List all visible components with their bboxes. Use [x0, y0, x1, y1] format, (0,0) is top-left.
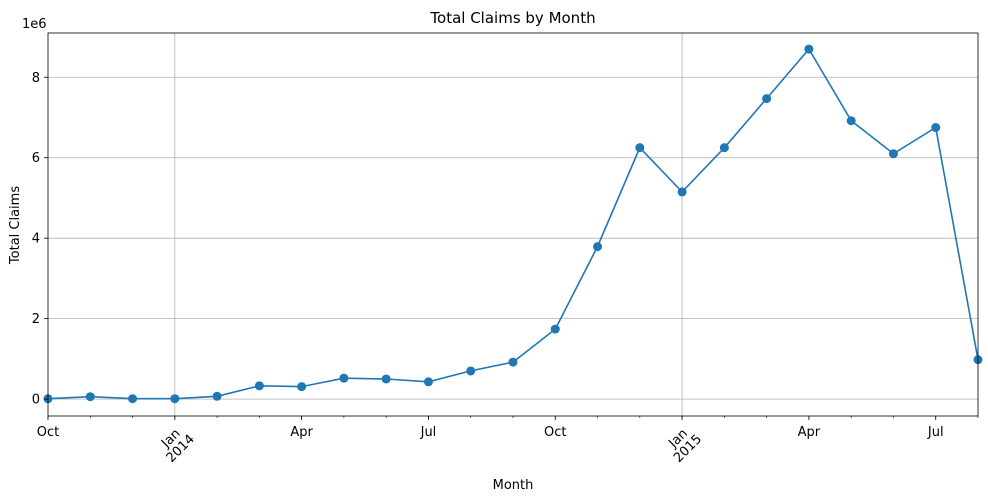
data-point [762, 94, 772, 104]
x-tick-label: Jul [420, 425, 437, 440]
x-tick-label: Apr [798, 425, 821, 440]
data-point [170, 394, 180, 404]
data-point [212, 391, 222, 401]
data-point [128, 394, 138, 404]
y-tick-label: 2 [32, 312, 40, 327]
x-tick-label: Oct [37, 425, 59, 440]
x-tick-label: Jul [927, 425, 944, 440]
y-tick-label: 0 [32, 393, 40, 408]
data-point [635, 143, 645, 153]
x-tick-label: Oct [544, 425, 566, 440]
chart-title: Total Claims by Month [429, 9, 595, 27]
y-axis-multiplier-label: 1e6 [22, 17, 47, 32]
data-point [550, 324, 560, 334]
y-axis-label: Total Claims [8, 186, 23, 265]
series-layer [43, 44, 983, 404]
data-point [254, 381, 264, 391]
data-point [423, 377, 433, 387]
data-point [888, 149, 898, 159]
data-point [466, 366, 476, 376]
data-point [339, 373, 349, 383]
grid [48, 33, 978, 416]
series-line [47, 47, 979, 400]
data-point [593, 242, 603, 252]
data-point [804, 44, 814, 54]
data-point [508, 357, 518, 367]
y-tick-label: 6 [32, 151, 40, 166]
data-point [677, 187, 687, 197]
y-tick-label: 8 [32, 71, 40, 86]
y-axis-ticks: 0 2 4 6 8 [32, 71, 48, 408]
x-tick-label: Apr [290, 425, 313, 440]
data-point [381, 374, 391, 384]
data-point [297, 382, 307, 392]
data-point [85, 392, 95, 402]
data-point [931, 123, 941, 133]
data-point [846, 116, 856, 126]
y-tick-label: 4 [32, 232, 40, 247]
data-point [719, 143, 729, 153]
x-axis-label: Month [493, 478, 534, 493]
